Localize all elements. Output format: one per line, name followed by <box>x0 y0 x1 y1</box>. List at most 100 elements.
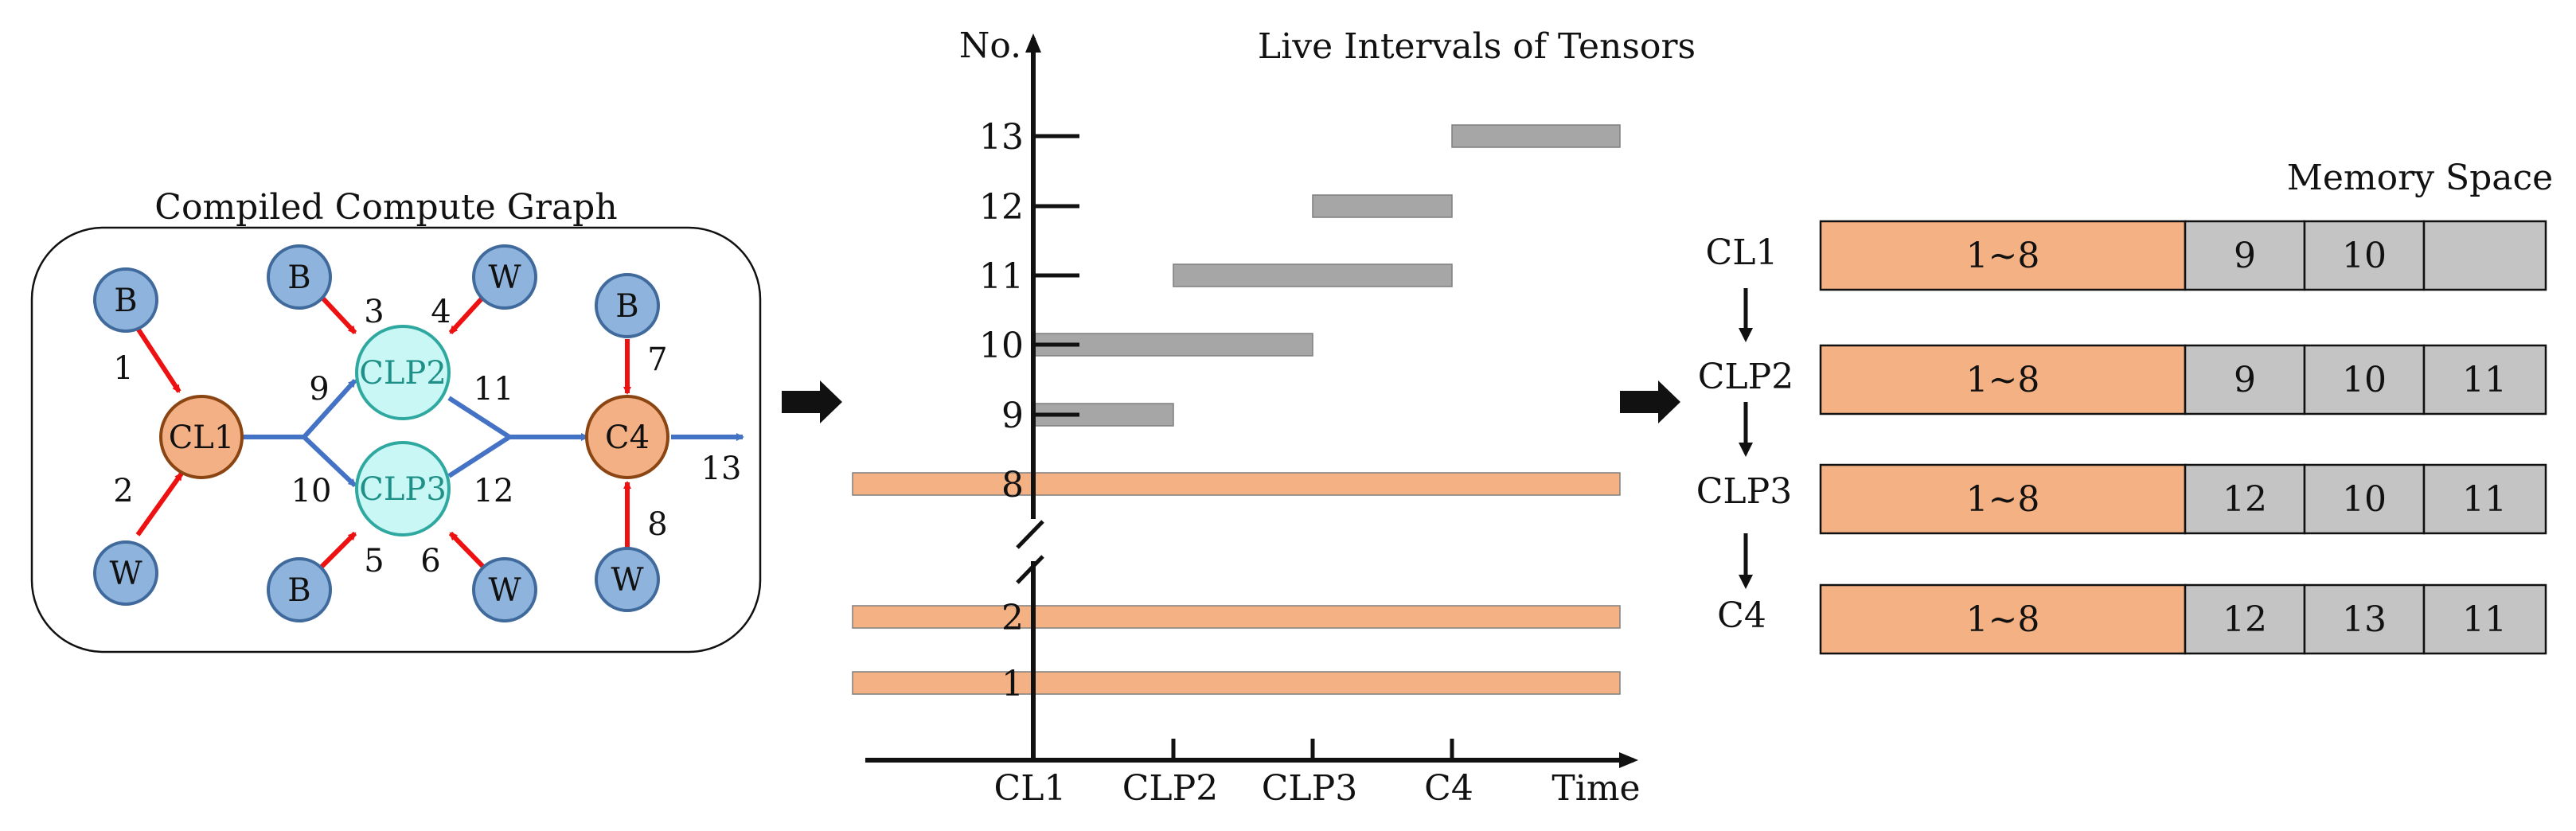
edge-label-8: 8 <box>647 506 667 543</box>
memory-cell <box>2422 344 2547 416</box>
y-tick-label-2: 2 <box>1001 598 1024 638</box>
edge-label-6: 6 <box>420 543 440 579</box>
memory-cell-label: 11 <box>2462 599 2507 640</box>
node-b-top-left: B <box>93 267 158 333</box>
node-label: W <box>109 556 142 592</box>
graph-title: Compiled Compute Graph <box>154 187 617 228</box>
edge-label-1: 1 <box>113 350 133 387</box>
memory-row-clp2: 1~8 9 10 11 <box>1819 344 2547 416</box>
axis-break-mark-bottom <box>1016 555 1044 584</box>
axis-break-mark-top <box>1016 520 1044 549</box>
memory-cell <box>2422 463 2547 535</box>
node-label: W <box>611 562 643 599</box>
step-label-clp2: CLP2 <box>1698 357 1793 397</box>
memory-cell <box>2303 463 2426 535</box>
memory-title: Memory Space <box>2287 158 2553 198</box>
memory-cell-empty <box>2422 220 2547 291</box>
edge-label-7: 7 <box>647 341 667 378</box>
memory-cell <box>2303 344 2426 416</box>
y-tick-label-9: 9 <box>1001 396 1024 436</box>
node-label: CL1 <box>169 419 235 456</box>
edge-label-13: 13 <box>701 451 742 487</box>
edge-label-5: 5 <box>364 543 384 579</box>
node-clp3: CLP3 <box>355 441 451 536</box>
interval-bars <box>852 124 1621 695</box>
step-label-c4: C4 <box>1717 595 1766 636</box>
edge-5 <box>318 531 357 570</box>
node-label: CLP2 <box>359 355 447 392</box>
memory-cell-label: 1~8 <box>1966 360 2040 400</box>
memory-cell-label: 11 <box>2462 360 2507 400</box>
interval-bar-tensor-13 <box>1451 124 1621 148</box>
graph-frame <box>30 226 762 653</box>
node-w-bottom-mid: W <box>472 557 537 622</box>
graph-nodes: B W CL1 B W CLP2 <box>93 244 669 622</box>
edge-1 <box>133 323 181 393</box>
memory-space-panel: Memory Space CL1 CLP2 CLP3 C4 1~8 9 10 1… <box>1696 158 2553 655</box>
memory-cell-label: 12 <box>2223 599 2267 640</box>
node-b-top-mid: B <box>267 244 332 310</box>
node-label: B <box>114 283 137 319</box>
memory-cell <box>1819 344 2187 416</box>
node-clp2: CLP2 <box>355 325 451 420</box>
memory-cell <box>1819 220 2187 291</box>
node-label: W <box>488 259 521 296</box>
node-cl1: CL1 <box>159 395 244 479</box>
y-tick-label-10: 10 <box>979 326 1024 366</box>
x-tick-label-clp2: CLP2 <box>1122 768 1218 809</box>
interval-bar-tensor-11 <box>1173 263 1453 287</box>
node-w-bottom-right: W <box>595 547 660 612</box>
node-label: C4 <box>605 419 650 456</box>
edge-label-2: 2 <box>113 473 133 509</box>
memory-cell-label: 1~8 <box>1966 236 2040 276</box>
edge-labels: 1 2 3 4 5 6 7 8 9 10 11 12 13 <box>113 294 741 579</box>
y-tick-label-11: 11 <box>979 256 1024 297</box>
memory-row-clp3: 1~8 12 10 11 <box>1819 463 2547 535</box>
memory-cell-label: 12 <box>2223 479 2267 520</box>
memory-cell-label: 10 <box>2342 236 2387 276</box>
memory-cell <box>2184 220 2306 291</box>
node-label: B <box>287 259 310 296</box>
live-interval-chart: Live Intervals of Tensors No. Time 12891… <box>852 25 1696 809</box>
memory-row-cl1: 1~8 9 10 <box>1819 220 2547 291</box>
edge-10 <box>302 435 357 488</box>
y-tick-label-1: 1 <box>1001 664 1024 704</box>
node-b-top-right: B <box>595 273 660 338</box>
interval-bar-tensor-12 <box>1312 194 1453 218</box>
edge-3 <box>318 294 357 335</box>
memory-cell-label: 11 <box>2462 479 2507 520</box>
chart-title: Live Intervals of Tensors <box>1258 26 1696 67</box>
edge-label-10: 10 <box>291 473 332 509</box>
edge-12 <box>447 433 589 478</box>
y-axis-label: No. <box>959 25 1021 66</box>
node-label: B <box>615 288 638 325</box>
y-tick-label-8: 8 <box>1001 465 1024 505</box>
y-tick-label-13: 13 <box>979 117 1024 158</box>
memory-row-c4: 1~8 12 13 11 <box>1819 583 2547 655</box>
x-tick-label-clp3: CLP3 <box>1262 768 1357 809</box>
edge-2 <box>135 472 184 536</box>
x-tick-label-cl1: CL1 <box>994 768 1067 809</box>
memory-cell <box>2184 463 2306 535</box>
graph-edges <box>133 294 744 570</box>
x-tick-label-c4: C4 <box>1424 768 1473 809</box>
interval-bar-tensor-1 <box>852 671 1621 695</box>
memory-cell <box>1819 583 2187 655</box>
x-ticks: CL1 CLP2 CLP3 C4 <box>994 739 1473 809</box>
step-label-clp3: CLP3 <box>1696 471 1792 512</box>
interval-bar-tensor-8 <box>852 472 1621 496</box>
edge-label-11: 11 <box>474 371 514 408</box>
memory-cell <box>1819 463 2187 535</box>
node-b-bottom-mid: B <box>267 557 332 622</box>
memory-cell-label: 9 <box>2234 360 2256 400</box>
node-label: CLP3 <box>359 471 447 508</box>
node-label: B <box>287 572 310 609</box>
memory-cell <box>2422 583 2547 655</box>
memory-cell <box>2303 583 2426 655</box>
memory-cell-label: 1~8 <box>1966 599 2040 640</box>
edge-4 <box>448 294 486 335</box>
edge-6 <box>448 531 486 570</box>
memory-cell-label: 9 <box>2234 236 2256 276</box>
